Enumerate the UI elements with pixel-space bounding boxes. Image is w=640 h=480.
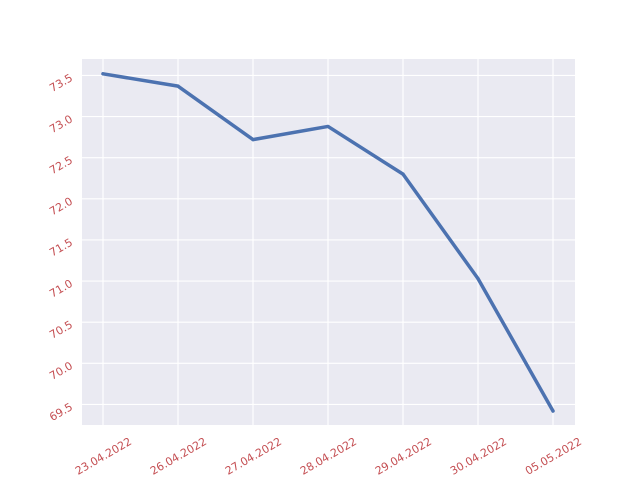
y-tick-label: 72.0 (47, 195, 75, 219)
y-tick-label: 73.0 (47, 113, 75, 137)
data-point (176, 84, 180, 88)
data-point (101, 72, 105, 76)
y-tick-label: 73.5 (47, 71, 75, 95)
y-tick-label: 69.5 (47, 400, 75, 424)
y-tick-label: 70.5 (47, 318, 75, 342)
y-axis-tick-labels: 69.5 70.0 70.5 71.0 71.5 72.0 72.5 73.0 73.5 (47, 71, 75, 423)
grid-lines (82, 59, 575, 425)
data-point (401, 172, 405, 176)
data-point (551, 409, 555, 413)
x-tick-label: 05.05.2022 (523, 435, 584, 478)
x-tick-label: 23.04.2022 (73, 435, 134, 478)
series-layer (101, 72, 555, 413)
x-axis-tick-labels: 23.04.2022 26.04.2022 27.04.2022 28.04.2022… (73, 435, 584, 478)
y-tick-label: 70.0 (47, 359, 75, 383)
x-tick-label: 28.04.2022 (298, 435, 359, 478)
y-tick-label: 72.5 (47, 154, 75, 178)
x-tick-label: 26.04.2022 (148, 435, 209, 478)
y-tick-label: 71.0 (47, 277, 75, 301)
data-point (251, 138, 255, 142)
y-tick-label: 71.5 (47, 236, 75, 260)
data-point (476, 277, 480, 281)
x-tick-label: 27.04.2022 (223, 435, 284, 478)
data-point (326, 124, 330, 129)
x-tick-label: 29.04.2022 (373, 435, 434, 478)
x-tick-label: 30.04.2022 (448, 435, 509, 478)
